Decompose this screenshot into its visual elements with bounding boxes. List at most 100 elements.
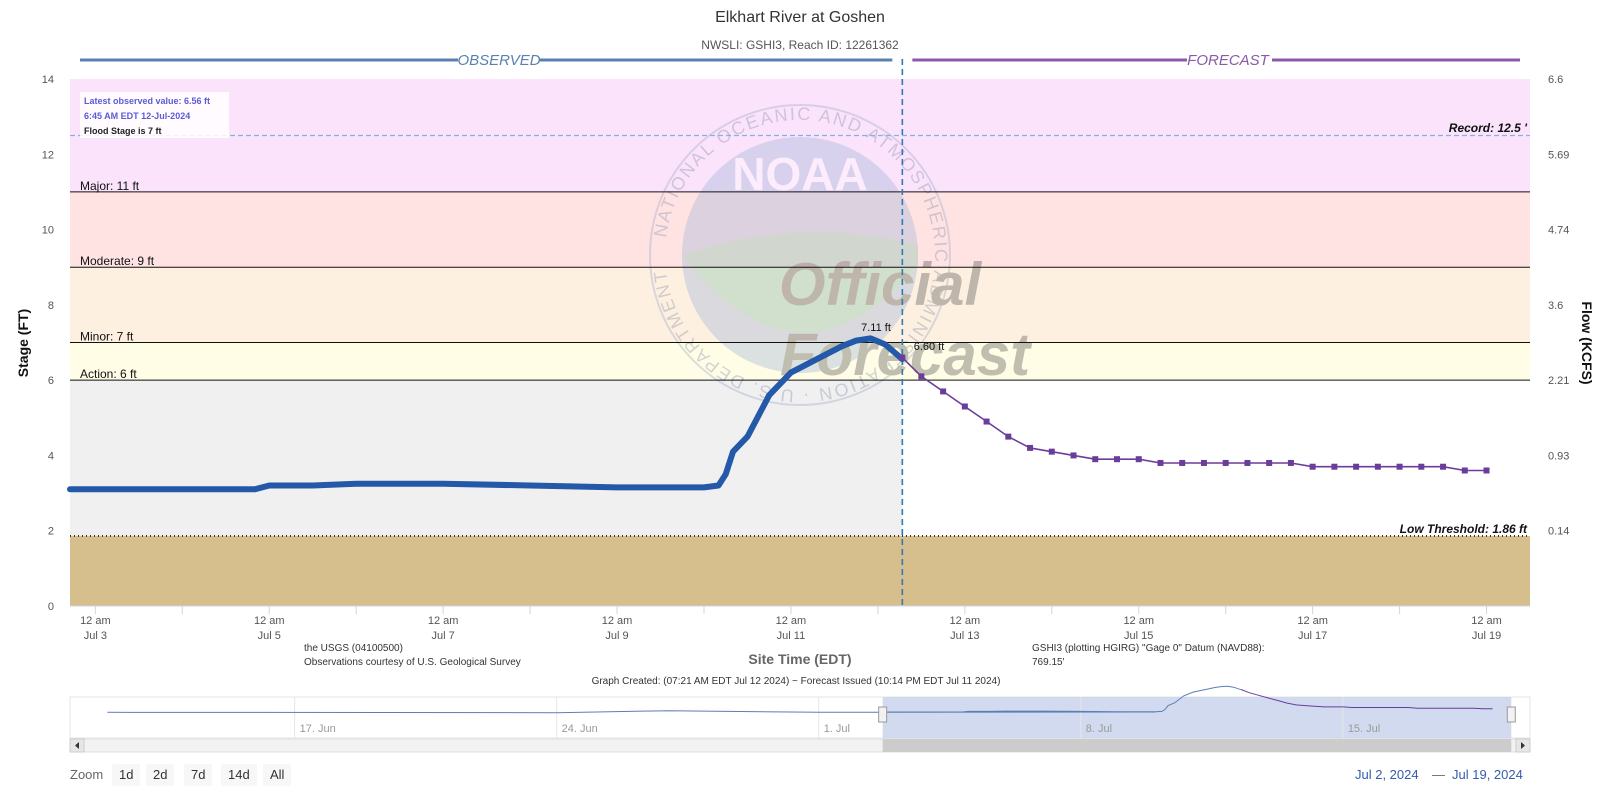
forecast-point <box>1200 459 1207 466</box>
y2-tick-label: 6.6 <box>1548 74 1563 86</box>
forecast-point <box>1092 456 1099 463</box>
x-tick-label-date: Jul 9 <box>605 630 628 642</box>
info-box: Latest observed value: 6.56 ft 6:45 AM E… <box>80 92 229 138</box>
band-0 <box>70 191 1530 268</box>
band-below-low-threshold <box>70 535 1530 606</box>
noaa-logo-text: NOAA <box>732 148 867 200</box>
credit-right-2: 769.15' <box>1032 657 1065 668</box>
navigator-handle-0 <box>878 706 888 723</box>
x-tick-label-time: 12 am <box>1123 615 1154 627</box>
forecast-point <box>940 388 947 395</box>
forecast-point <box>983 418 990 425</box>
range-from-input[interactable]: Jul 2, 2024 <box>1355 767 1419 782</box>
y-tick-label: 2 <box>48 526 54 538</box>
y2-tick-label: 0.14 <box>1548 526 1569 538</box>
record-label: Record: 12.5 ' <box>1449 121 1528 135</box>
forecast-point <box>1353 463 1360 470</box>
x-tick-label-date: Jul 19 <box>1472 630 1501 642</box>
y2-tick-label: 2.21 <box>1548 375 1569 387</box>
y-tick-label: 6 <box>48 375 54 387</box>
threshold-label-1: Moderate: 9 ft <box>80 254 155 268</box>
zoom-14d-button[interactable]: 14d <box>221 764 257 786</box>
scrollbar-thumb <box>882 739 1512 752</box>
forecast-point <box>1266 459 1273 466</box>
forecast-point <box>1070 452 1077 459</box>
band-2 <box>70 342 1530 381</box>
info-latest-value: Latest observed value: 6.56 ft <box>84 96 210 106</box>
zoom-7d-button[interactable]: 7d <box>184 764 213 786</box>
x-tick-label-time: 12 am <box>776 615 807 627</box>
forecast-point <box>1287 459 1294 466</box>
threshold-label-0: Major: 11 ft <box>80 179 140 193</box>
navigator-label: 24. Jun <box>562 723 598 735</box>
forecast-point <box>1483 467 1490 474</box>
y-tick-label: 8 <box>48 300 54 312</box>
noaa-seal-ring <box>649 104 951 406</box>
forecast-point <box>899 354 906 361</box>
credit-left-1: the USGS (04100500) <box>304 643 403 654</box>
navigator-series-1 <box>1240 689 1493 710</box>
range-to-input[interactable]: Jul 19, 2024 <box>1452 767 1523 782</box>
forecast-point <box>961 403 968 410</box>
zoom-1d-button[interactable]: 1d <box>112 764 141 786</box>
forecast-point <box>1374 463 1381 470</box>
forecast-point <box>918 373 925 380</box>
y2-tick-label: 3.6 <box>1548 300 1563 312</box>
x-tick-label-time: 12 am <box>80 615 111 627</box>
x-tick-label-date: Jul 15 <box>1124 630 1153 642</box>
watermark-forecast: Forecast <box>780 321 1033 388</box>
forecast-point <box>1135 456 1142 463</box>
forecast-point <box>1222 459 1229 466</box>
forecast-point <box>1179 459 1186 466</box>
forecast-point <box>1048 448 1055 455</box>
x-tick-label-date: Jul 13 <box>950 630 979 642</box>
y-axis-title: Stage (FT) <box>15 309 31 377</box>
series-line-forecast <box>901 356 1488 472</box>
forecast-point <box>1418 463 1425 470</box>
graph-created-note: Graph Created: (07:21 AM EDT Jul 12 2024… <box>592 676 1001 687</box>
navigator-label: 1. Jul <box>824 723 850 735</box>
range-separator: — <box>1432 767 1445 782</box>
credit-right-1: GSHI3 (plotting HGIRG) "Gage 0" Datum (N… <box>1032 643 1265 654</box>
y2-tick-label: 0.93 <box>1548 450 1569 462</box>
info-flood-stage: Flood Stage is 7 ft <box>84 126 162 136</box>
forecast-point <box>1309 463 1316 470</box>
forecast-point <box>1005 433 1012 440</box>
x-tick-label-date: Jul 3 <box>84 630 107 642</box>
forecast-section-label: FORECAST <box>1187 52 1271 69</box>
forecast-point <box>1461 467 1468 474</box>
y2-axis-title: Flow (KCFS) <box>1579 301 1595 384</box>
zoom-2d-button[interactable]: 2d <box>146 764 175 786</box>
chart-title: Elkhart River at Goshen <box>715 9 885 26</box>
peak-label: 7.11 ft <box>861 322 891 334</box>
zoom-all-button[interactable]: All <box>263 764 292 786</box>
noaa-seal-disc <box>682 137 918 373</box>
forecast-point <box>1396 463 1403 470</box>
zoom-label: Zoom <box>70 767 104 782</box>
observed-section-label: OBSERVED <box>457 52 540 69</box>
y-tick-label: 12 <box>42 149 54 161</box>
x-tick-label-date: Jul 5 <box>258 630 281 642</box>
y-tick-label: 0 <box>48 601 54 613</box>
forecast-point <box>1157 459 1164 466</box>
navigator-selection <box>882 697 1512 738</box>
y-tick-label: 14 <box>42 74 54 86</box>
y2-tick-label: 5.69 <box>1548 149 1569 161</box>
x-tick-label-time: 12 am <box>1471 615 1502 627</box>
forecast-point <box>1027 444 1034 451</box>
low-threshold-label: Low Threshold: 1.86 ft <box>1400 522 1528 536</box>
chart-subtitle: NWSLI: GSHI3, Reach ID: 12261362 <box>701 38 899 52</box>
noaa-seal-wave <box>682 232 918 333</box>
x-tick-label-time: 12 am <box>602 615 633 627</box>
forecast-point <box>1440 463 1447 470</box>
x-tick-label-date: Jul 7 <box>432 630 455 642</box>
x-tick-label-time: 12 am <box>254 615 285 627</box>
forecast-point <box>1244 459 1251 466</box>
x-tick-label-date: Jul 17 <box>1298 630 1327 642</box>
x-axis-title: Site Time (EDT) <box>748 651 851 667</box>
watermark-official: Official <box>779 251 983 318</box>
y2-tick-label: 4.74 <box>1548 225 1569 237</box>
forecast-point <box>1113 456 1120 463</box>
navigator-label: 8. Jul <box>1086 723 1112 735</box>
